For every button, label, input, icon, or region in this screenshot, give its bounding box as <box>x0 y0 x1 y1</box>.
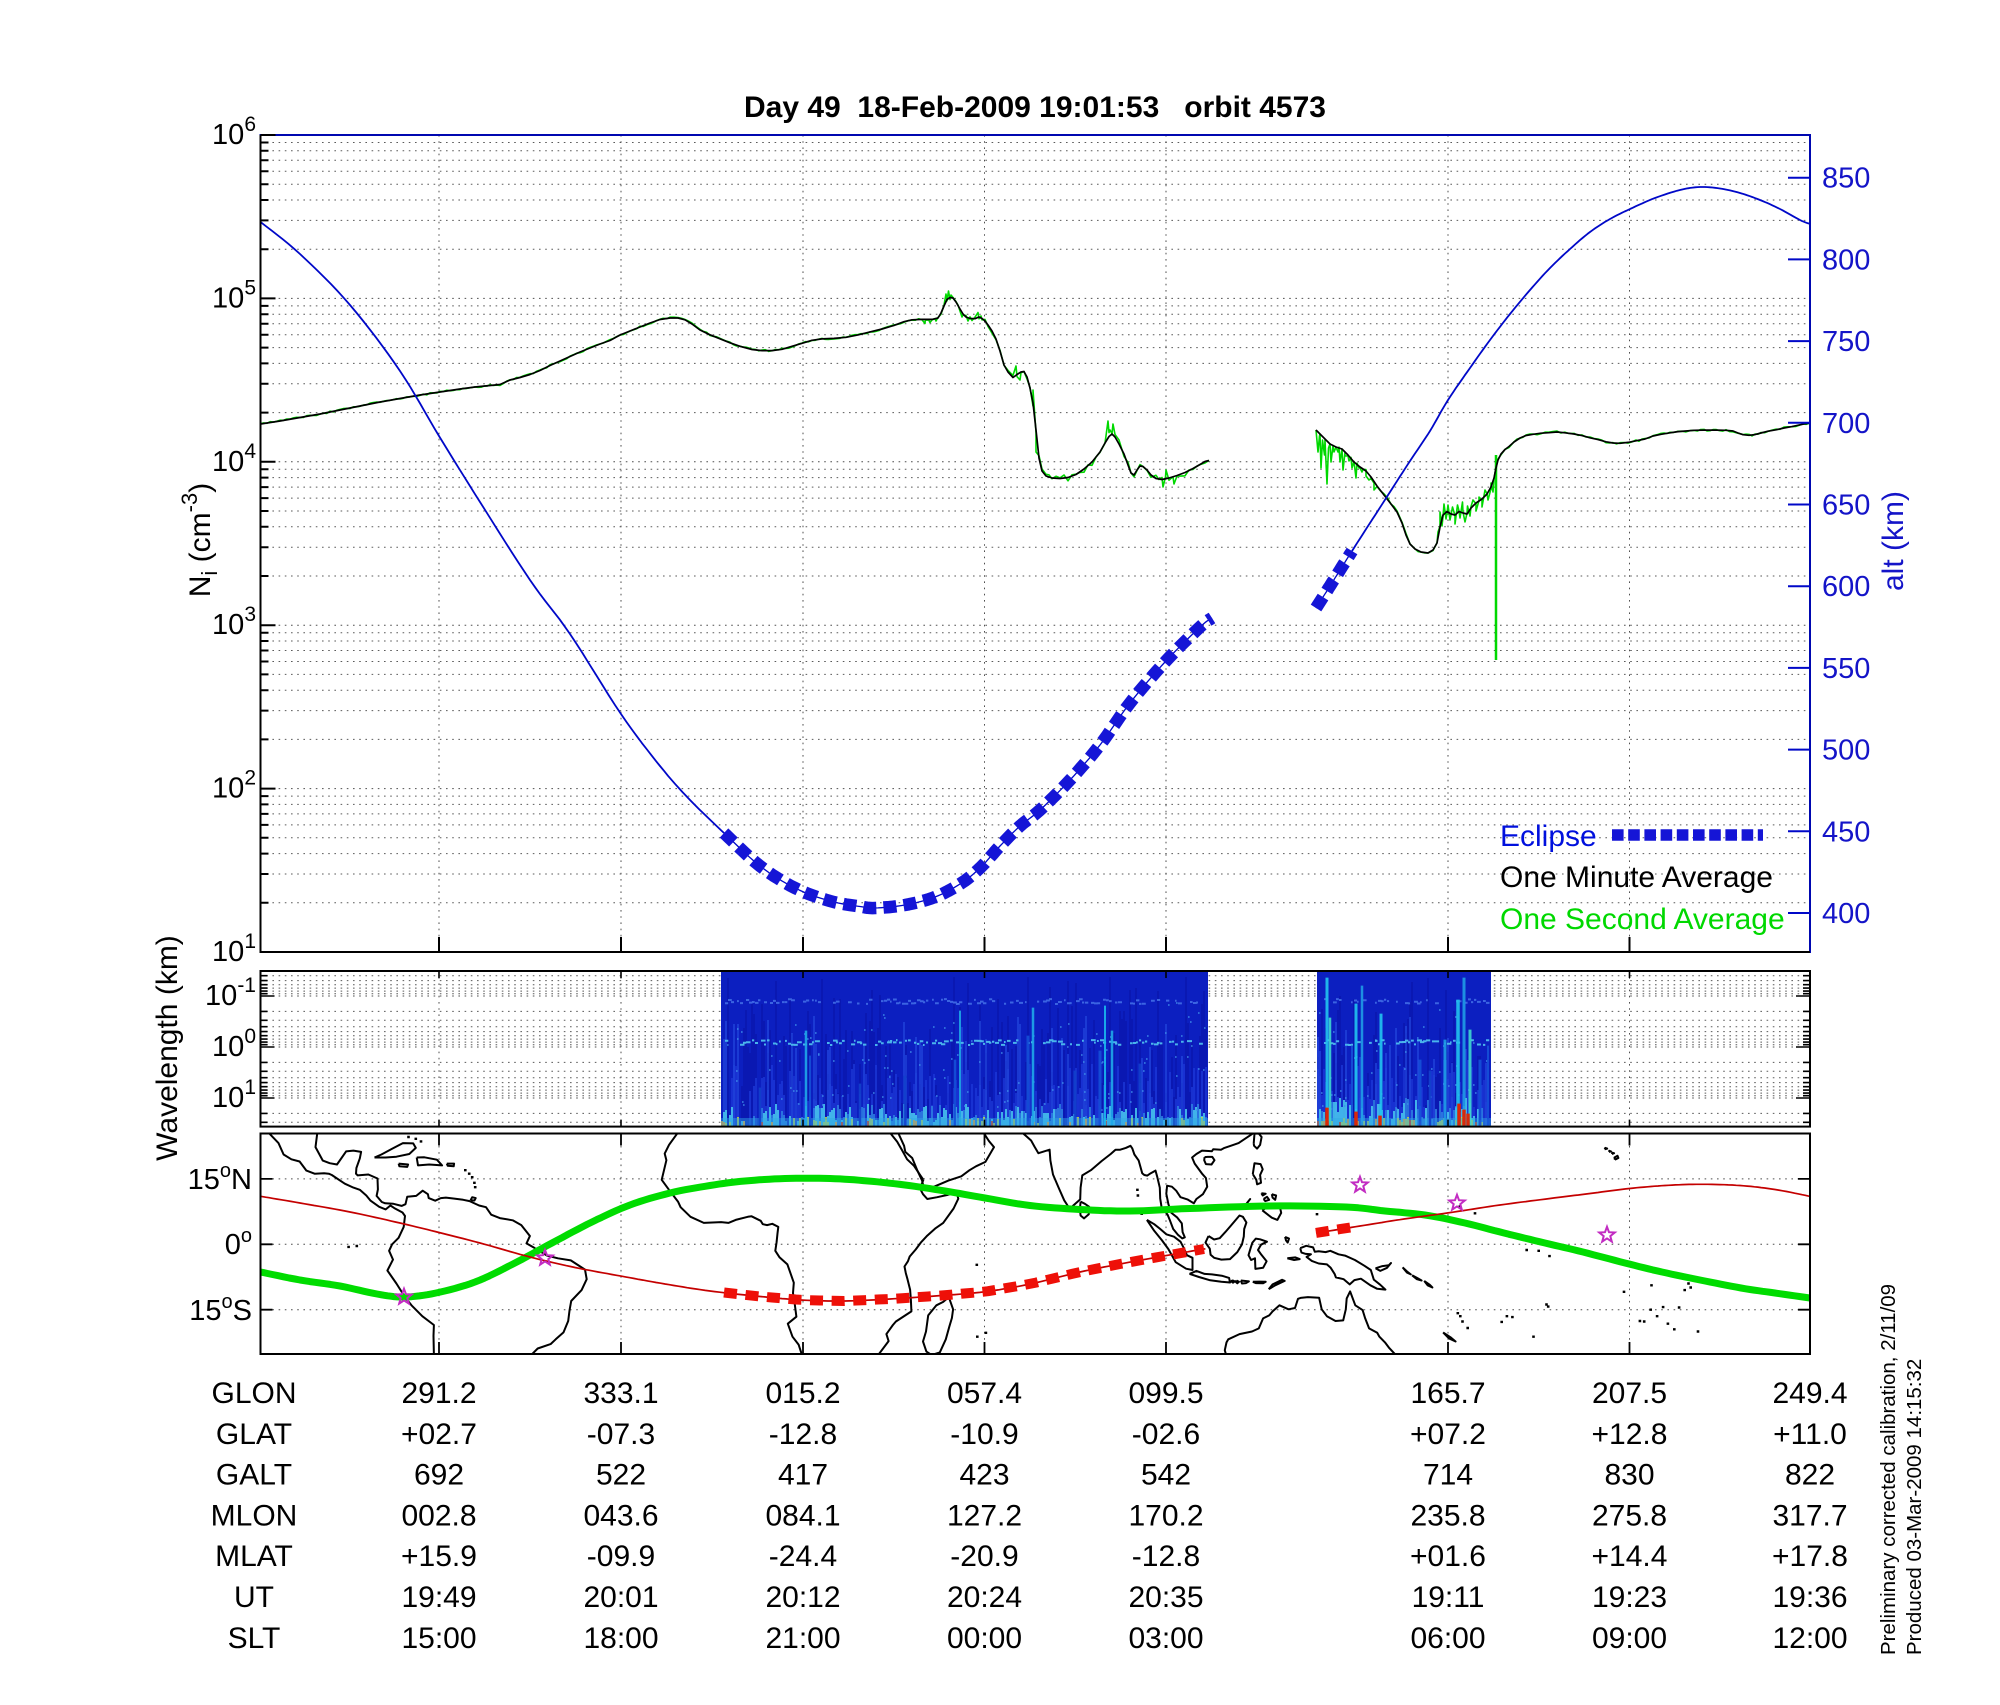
svg-text:20:12: 20:12 <box>765 1581 840 1614</box>
svg-text:700: 700 <box>1822 408 1870 440</box>
svg-text:15oN: 15oN <box>188 1160 252 1196</box>
svg-text:20:35: 20:35 <box>1128 1581 1203 1614</box>
svg-text:800: 800 <box>1822 244 1870 276</box>
svg-text:+07.2: +07.2 <box>1410 1418 1486 1451</box>
svg-text:-02.6: -02.6 <box>1132 1418 1200 1451</box>
svg-text:One Second Average: One Second Average <box>1500 903 1785 936</box>
svg-text:alt (km): alt (km) <box>1877 491 1910 591</box>
svg-text:00:00: 00:00 <box>947 1622 1022 1655</box>
svg-text:542: 542 <box>1141 1459 1191 1492</box>
svg-text:170.2: 170.2 <box>1128 1499 1203 1532</box>
svg-text:291.2: 291.2 <box>401 1377 476 1410</box>
svg-text:19:49: 19:49 <box>401 1581 476 1614</box>
svg-text:09:00: 09:00 <box>1592 1622 1667 1655</box>
svg-text:830: 830 <box>1604 1459 1654 1492</box>
svg-text:Produced 03-Mar-2009 14:15:32: Produced 03-Mar-2009 14:15:32 <box>1903 1359 1926 1655</box>
svg-text:-09.9: -09.9 <box>587 1540 655 1573</box>
svg-text:MLON: MLON <box>211 1499 298 1532</box>
svg-text:Wavelength (km): Wavelength (km) <box>151 935 184 1161</box>
svg-text:-24.4: -24.4 <box>769 1540 837 1573</box>
svg-text:522: 522 <box>596 1459 646 1492</box>
svg-text:+14.4: +14.4 <box>1592 1540 1668 1573</box>
svg-text:-20.9: -20.9 <box>950 1540 1018 1573</box>
svg-text:165.7: 165.7 <box>1410 1377 1485 1410</box>
svg-text:002.8: 002.8 <box>401 1499 476 1532</box>
svg-text:-12.8: -12.8 <box>1132 1540 1200 1573</box>
svg-text:20:24: 20:24 <box>947 1581 1022 1614</box>
svg-text:500: 500 <box>1822 735 1870 767</box>
svg-text:-10.9: -10.9 <box>950 1418 1018 1451</box>
svg-text:692: 692 <box>414 1459 464 1492</box>
svg-text:550: 550 <box>1822 653 1870 685</box>
svg-text:10-1: 10-1 <box>205 974 256 1012</box>
svg-text:20:01: 20:01 <box>583 1581 658 1614</box>
svg-text:03:00: 03:00 <box>1128 1622 1203 1655</box>
svg-text:+17.8: +17.8 <box>1772 1540 1848 1573</box>
svg-text:19:36: 19:36 <box>1772 1581 1847 1614</box>
svg-text:15oS: 15oS <box>189 1291 252 1327</box>
svg-text:850: 850 <box>1822 163 1870 195</box>
svg-text:One Minute Average: One Minute Average <box>1500 861 1773 894</box>
svg-text:275.8: 275.8 <box>1592 1499 1667 1532</box>
svg-text:+11.0: +11.0 <box>1773 1418 1847 1451</box>
svg-text:GALT: GALT <box>216 1459 292 1492</box>
svg-text:-12.8: -12.8 <box>769 1418 837 1451</box>
svg-text:057.4: 057.4 <box>947 1377 1022 1410</box>
svg-text:750: 750 <box>1822 326 1870 358</box>
svg-text:235.8: 235.8 <box>1410 1499 1485 1532</box>
svg-text:822: 822 <box>1785 1459 1835 1492</box>
svg-text:Eclipse: Eclipse <box>1500 820 1597 853</box>
svg-text:417: 417 <box>778 1459 828 1492</box>
svg-text:015.2: 015.2 <box>765 1377 840 1410</box>
svg-text:12:00: 12:00 <box>1772 1622 1847 1655</box>
svg-text:043.6: 043.6 <box>583 1499 658 1532</box>
svg-text:18:00: 18:00 <box>583 1622 658 1655</box>
svg-text:UT: UT <box>234 1581 274 1614</box>
svg-text:450: 450 <box>1822 816 1870 848</box>
svg-text:+12.8: +12.8 <box>1592 1418 1668 1451</box>
svg-text:19:23: 19:23 <box>1592 1581 1667 1614</box>
svg-text:650: 650 <box>1822 490 1870 522</box>
svg-text:099.5: 099.5 <box>1128 1377 1203 1410</box>
svg-text:Day 49 18-Feb-2009 19:01:53: Day 49 18-Feb-2009 19:01:53 orbit 4573 <box>744 91 1326 124</box>
svg-text:06:00: 06:00 <box>1410 1622 1485 1655</box>
svg-text:600: 600 <box>1822 571 1870 603</box>
svg-text:19:11: 19:11 <box>1412 1581 1485 1614</box>
svg-text:249.4: 249.4 <box>1772 1377 1847 1410</box>
svg-text:15:00: 15:00 <box>401 1622 476 1655</box>
svg-text:127.2: 127.2 <box>947 1499 1022 1532</box>
svg-text:MLAT: MLAT <box>215 1540 293 1573</box>
svg-text:+01.6: +01.6 <box>1410 1540 1486 1573</box>
svg-text:423: 423 <box>959 1459 1009 1492</box>
svg-text:GLON: GLON <box>211 1377 296 1410</box>
svg-text:-07.3: -07.3 <box>587 1418 655 1451</box>
svg-text:317.7: 317.7 <box>1772 1499 1847 1532</box>
svg-text:333.1: 333.1 <box>583 1377 658 1410</box>
svg-text:207.5: 207.5 <box>1592 1377 1667 1410</box>
svg-text:084.1: 084.1 <box>765 1499 840 1532</box>
svg-text:Preliminary corrected calibrat: Preliminary corrected calibration, 2/11/… <box>1877 1284 1900 1655</box>
svg-text:400: 400 <box>1822 898 1870 930</box>
svg-text:21:00: 21:00 <box>765 1622 840 1655</box>
svg-text:SLT: SLT <box>228 1622 281 1655</box>
svg-text:714: 714 <box>1423 1459 1473 1492</box>
svg-text:+15.9: +15.9 <box>401 1540 477 1573</box>
svg-text:GLAT: GLAT <box>216 1418 292 1451</box>
svg-text:+02.7: +02.7 <box>401 1418 477 1451</box>
